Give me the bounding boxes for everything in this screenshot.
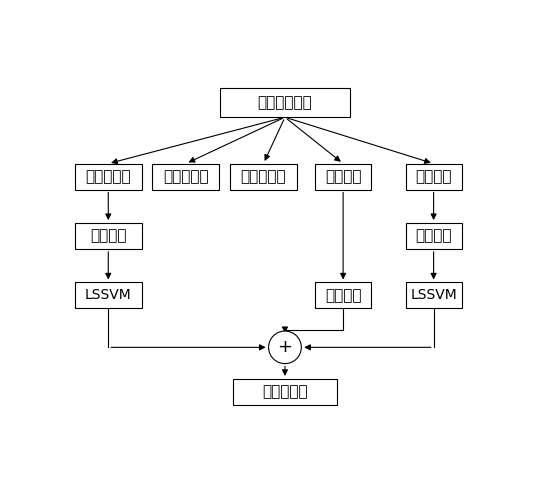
FancyBboxPatch shape	[220, 88, 350, 117]
Text: +: +	[277, 338, 292, 356]
Text: LSSVM: LSSVM	[410, 288, 457, 302]
Text: 低频部分: 低频部分	[325, 169, 361, 184]
FancyBboxPatch shape	[315, 282, 371, 308]
FancyBboxPatch shape	[152, 163, 219, 189]
FancyBboxPatch shape	[315, 163, 371, 189]
Text: 提升小波: 提升小波	[90, 228, 127, 243]
Text: 高频部分: 高频部分	[415, 169, 452, 184]
Text: 提升小波: 提升小波	[415, 228, 452, 243]
Ellipse shape	[269, 331, 301, 363]
FancyBboxPatch shape	[75, 223, 142, 249]
FancyBboxPatch shape	[234, 379, 337, 405]
Text: 周周期部分: 周周期部分	[163, 169, 208, 184]
FancyBboxPatch shape	[75, 282, 142, 308]
Text: 线性回归: 线性回归	[325, 288, 361, 303]
FancyBboxPatch shape	[406, 223, 461, 249]
Text: 原始负荷序列: 原始负荷序列	[257, 95, 312, 110]
Text: 月周期部分: 月周期部分	[241, 169, 286, 184]
FancyBboxPatch shape	[406, 282, 461, 308]
Text: 日周期部分: 日周期部分	[86, 169, 131, 184]
Text: 预测的结果: 预测的结果	[262, 384, 308, 400]
Text: LSSVM: LSSVM	[85, 288, 132, 302]
FancyBboxPatch shape	[230, 163, 297, 189]
FancyBboxPatch shape	[75, 163, 142, 189]
FancyBboxPatch shape	[406, 163, 461, 189]
